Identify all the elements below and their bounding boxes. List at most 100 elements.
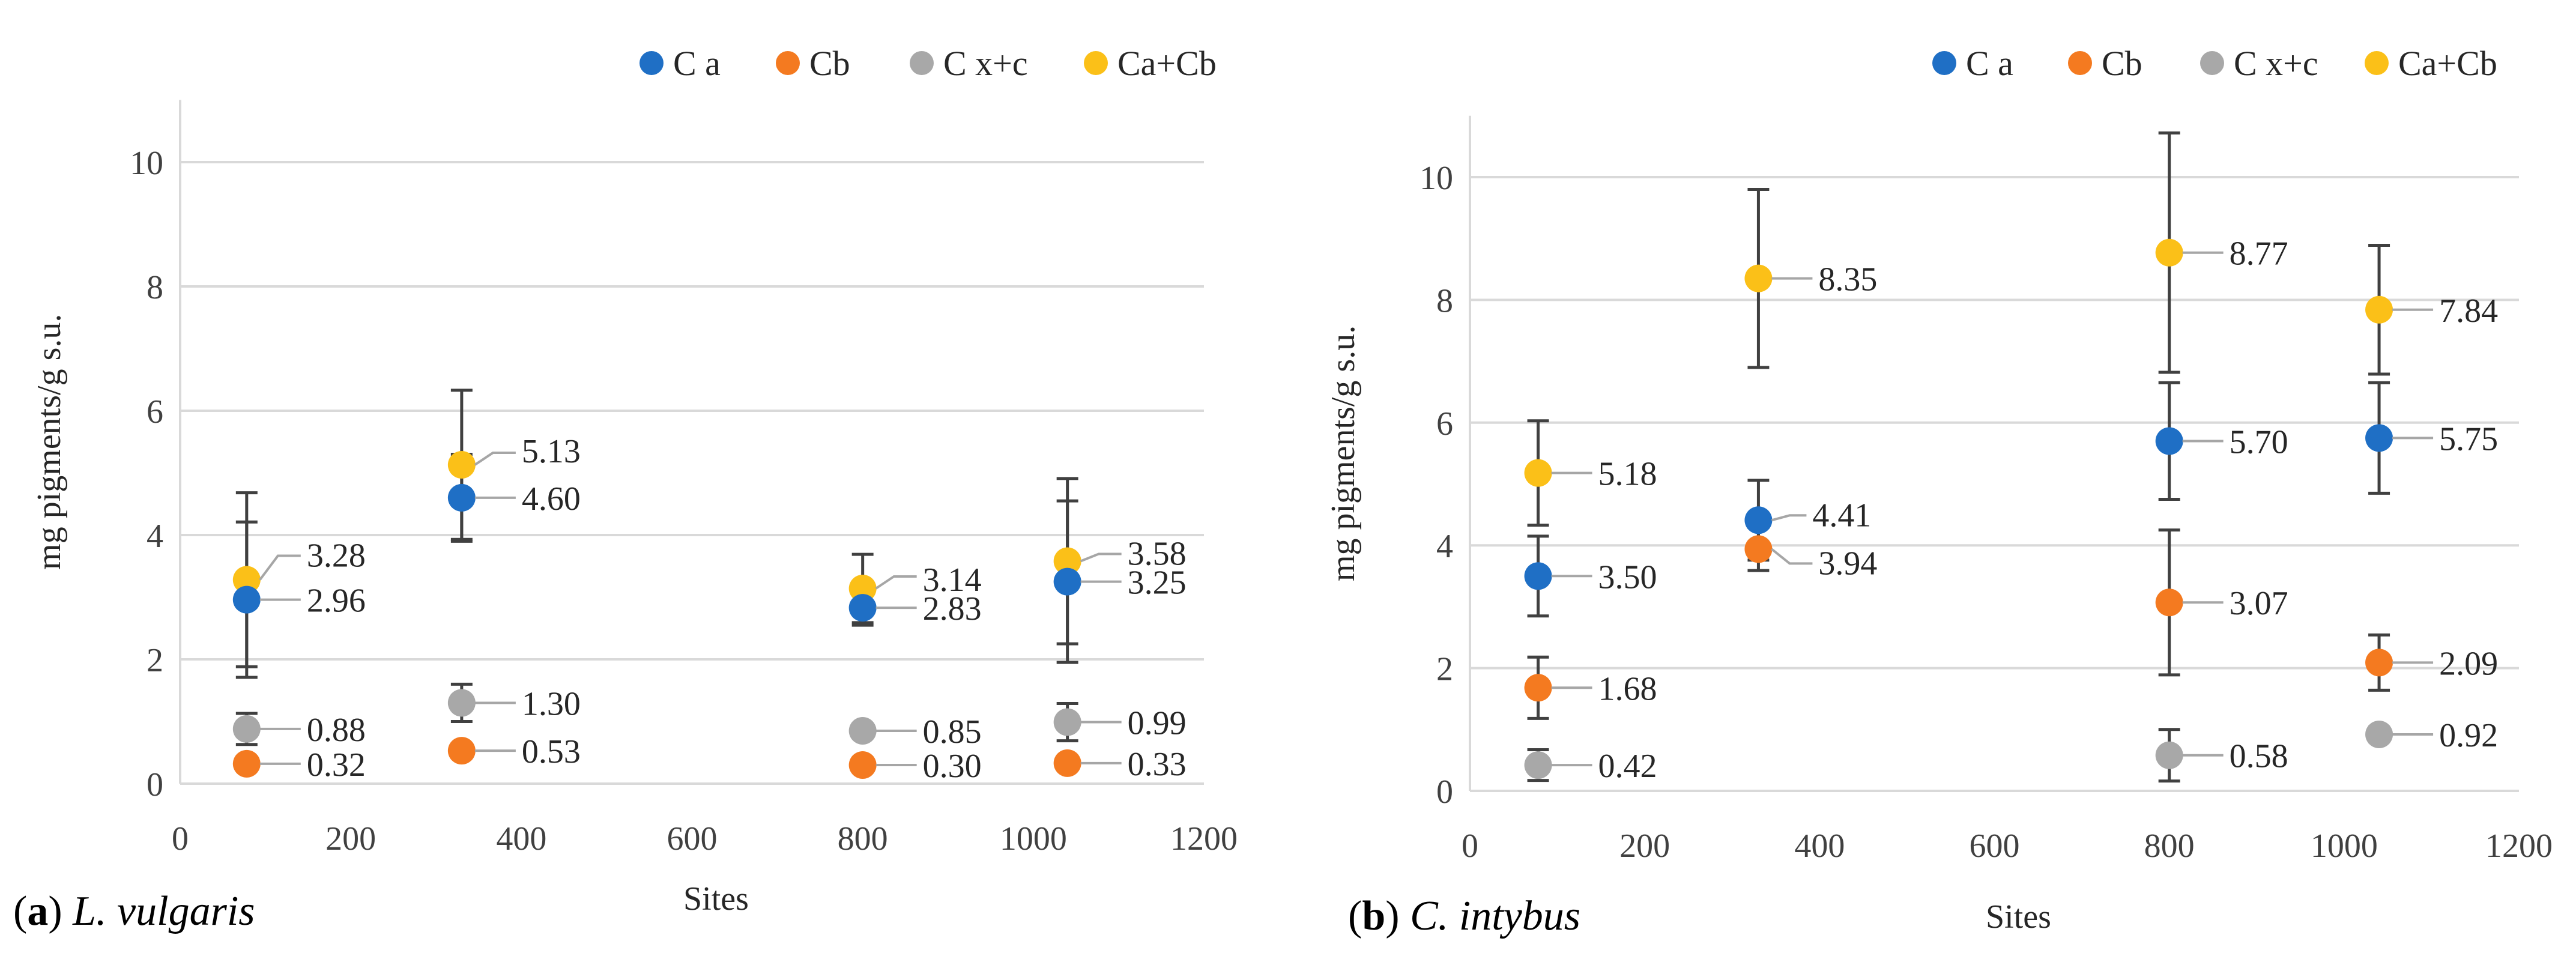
x-tick-label: 200	[1619, 827, 1670, 865]
y-tick-label: 6	[1436, 405, 1453, 443]
legend-marker-cb	[776, 51, 800, 75]
data-label: 1.30	[522, 685, 581, 722]
legend-label-cb: Cb	[809, 44, 850, 83]
data-label: 5.70	[2230, 423, 2288, 461]
data-label: 4.41	[1812, 497, 1871, 534]
data-point-cb	[1053, 749, 1081, 777]
data-label: 0.99	[1128, 705, 1187, 742]
data-label: 8.77	[2230, 235, 2288, 273]
y-tick-label: 0	[147, 766, 163, 803]
data-point-cb	[848, 751, 877, 779]
y-tick-label: 4	[1436, 528, 1453, 565]
data-label: 3.07	[2230, 585, 2288, 622]
leader-line	[1080, 552, 1122, 563]
legend-label-ca: C a	[673, 44, 721, 83]
data-point-cb	[2365, 649, 2393, 677]
data-label: 5.18	[1598, 456, 1657, 493]
data-label: 2.96	[307, 582, 366, 620]
y-tick-label: 4	[147, 518, 163, 555]
data-point-cxc	[447, 689, 476, 717]
y-tick-label: 2	[147, 642, 163, 679]
data-label: 3.58	[1128, 535, 1187, 572]
leader-line	[259, 554, 301, 581]
data-point-cacb	[232, 566, 261, 594]
data-point-ca	[2365, 424, 2393, 452]
panel-caption: (a) L. vulgaris	[13, 888, 255, 934]
x-tick-label: 200	[325, 820, 376, 858]
data-label: 1.68	[1598, 670, 1657, 707]
x-tick-label: 1000	[2311, 827, 2378, 865]
panel-caption: (b) C. intybus	[1348, 893, 1580, 939]
y-tick-label: 8	[1436, 282, 1453, 319]
data-point-ca	[848, 594, 877, 622]
data-point-cxc	[232, 715, 261, 743]
data-label: 0.33	[1128, 746, 1187, 783]
data-point-cacb	[2365, 295, 2393, 324]
x-tick-label: 600	[1970, 827, 2020, 865]
y-tick-label: 6	[147, 393, 163, 431]
data-label: 3.50	[1598, 558, 1657, 596]
data-label: 0.85	[923, 713, 982, 751]
data-label: 0.88	[307, 712, 366, 749]
data-point-cb	[1524, 674, 1552, 702]
y-tick-label: 10	[1420, 160, 1453, 197]
legend-marker-ca	[639, 51, 664, 75]
data-point-ca	[232, 585, 261, 614]
data-label: 8.35	[1818, 261, 1877, 298]
data-label: 0.30	[923, 748, 982, 785]
data-label: 3.94	[1818, 545, 1877, 582]
data-label: 4.60	[522, 480, 581, 518]
data-point-ca	[2155, 427, 2183, 455]
data-label: 5.75	[2439, 420, 2498, 458]
y-tick-label: 0	[1436, 773, 1453, 811]
x-tick-label: 400	[496, 820, 546, 858]
leader-line	[1771, 514, 1807, 522]
legend-label-ca: C a	[1966, 44, 2013, 83]
data-point-ca	[447, 483, 476, 512]
data-label: 2.83	[923, 590, 982, 628]
x-tick-label: 600	[667, 820, 718, 858]
legend-label-cxc: C x+c	[2234, 44, 2318, 83]
data-point-ca	[1524, 562, 1552, 590]
data-label: 5.13	[522, 433, 581, 470]
species-name: C. intybus	[1410, 893, 1580, 939]
data-point-ca	[1053, 567, 1081, 596]
y-tick-label: 2	[1436, 651, 1453, 688]
panel-letter: b	[1362, 893, 1385, 939]
data-point-cxc	[2365, 720, 2393, 748]
data-point-cb	[2155, 588, 2183, 617]
legend-marker-cb	[2068, 51, 2092, 75]
x-tick-label: 0	[172, 820, 189, 858]
data-point-cb	[1744, 535, 1773, 563]
panel-letter: a	[27, 888, 48, 934]
legend-label-cacb: Ca+Cb	[1117, 44, 1217, 83]
x-tick-label: 1200	[1170, 820, 1238, 858]
data-point-cacb	[1524, 459, 1552, 487]
x-tick-label: 800	[838, 820, 888, 858]
leader-line	[875, 575, 917, 590]
data-label: 0.32	[307, 746, 366, 784]
data-point-cxc	[1053, 708, 1081, 736]
leader-line	[1771, 548, 1813, 565]
data-label: 2.09	[2439, 645, 2498, 682]
data-label: 7.84	[2439, 292, 2498, 330]
legend-marker-ca	[1932, 51, 1956, 75]
y-tick-label: 10	[130, 145, 163, 182]
data-point-cacb	[2155, 238, 2183, 267]
legend-marker-cacb	[2365, 51, 2389, 75]
data-point-cacb	[848, 575, 877, 603]
data-point-cacb	[1053, 547, 1081, 575]
data-label: 0.42	[1598, 748, 1657, 785]
x-tick-label: 400	[1794, 827, 1845, 865]
data-point-ca	[1744, 506, 1773, 534]
data-point-cb	[232, 749, 261, 778]
y-axis-title: mg pigments/g s.u.	[31, 314, 68, 570]
x-axis-title: Sites	[683, 880, 749, 918]
data-point-cxc	[848, 717, 877, 745]
data-point-cacb	[1744, 264, 1773, 292]
chart-panel-b: 0 2 4 6 8 10 0 200 400 600 800 1000 1200 mg pigments/…	[1325, 44, 2553, 939]
x-tick-label: 800	[2144, 827, 2195, 865]
legend-marker-cxc	[910, 51, 934, 75]
x-tick-label: 0	[1462, 827, 1478, 865]
x-tick-label: 1000	[1000, 820, 1067, 858]
